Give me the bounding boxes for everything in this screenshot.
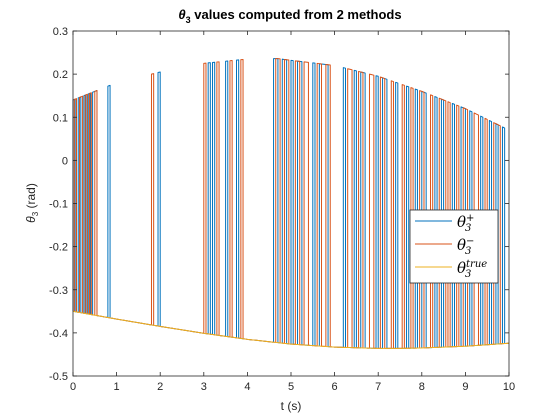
x-tick-label: 0 (70, 381, 76, 393)
legend-label-plus: θ+ 3 (457, 213, 474, 234)
y-axis-label-subscript: 3 (31, 211, 40, 216)
x-tick-label: 4 (244, 381, 250, 393)
plot-area: 0 1 2 3 4 5 6 7 8 9 10 0.3 0.2 0.1 0 -0.1 -0.2 -0.3 -0.4 -0… (49, 26, 515, 393)
y-tick-label: -0.5 (49, 371, 68, 383)
chart-title: θ3 values computed from 2 methods (178, 7, 401, 25)
y-tick-label: 0 (62, 155, 68, 167)
x-tick-label: 1 (114, 381, 120, 393)
x-tick-label: 8 (419, 381, 425, 393)
x-axis-label: t (s) (281, 399, 302, 413)
x-tick-label: 2 (157, 381, 163, 393)
y-tick-label: 0.3 (53, 26, 68, 38)
y-tick-label: 0.2 (53, 69, 68, 81)
y-axis-label-symbol: θ (24, 216, 38, 223)
x-tick-label: 9 (462, 381, 468, 393)
x-tick-label: 3 (201, 381, 207, 393)
y-tick-label: -0.1 (49, 199, 68, 211)
x-tick-label: 5 (288, 381, 294, 393)
y-axis-label-rest: (rad) (24, 183, 38, 212)
ticks-layer: 0 1 2 3 4 5 6 7 8 9 10 0.3 0.2 0.1 0 -0.1 -0.2 -0.3 -0.4 -0… (49, 26, 515, 393)
legend-box (409, 209, 499, 284)
x-tick-label: 10 (503, 381, 515, 393)
series-line-true (72, 310, 510, 349)
y-axis-label: θ3 (rad) (24, 183, 40, 223)
x-tick-label: 6 (332, 381, 338, 393)
y-tick-label: -0.3 (49, 285, 68, 297)
series-layer (72, 58, 510, 349)
chart-title-rest: values computed from 2 methods (191, 7, 402, 22)
y-tick-label: -0.2 (49, 242, 68, 254)
chart-title-symbol: θ (178, 7, 185, 22)
legend-label-true: θtrue 3 (457, 259, 487, 280)
y-tick-label: 0.1 (53, 112, 68, 124)
chart-title-subscript: 3 (186, 15, 191, 25)
legend: θ+ 3 θ− 3 θtrue 3 (409, 209, 499, 284)
y-tick-label: -0.4 (49, 328, 68, 340)
legend-entries: θ+ 3 θ− 3 θtrue 3 (415, 213, 487, 280)
x-tick-label: 7 (375, 381, 381, 393)
legend-label-minus: θ− 3 (457, 236, 474, 257)
